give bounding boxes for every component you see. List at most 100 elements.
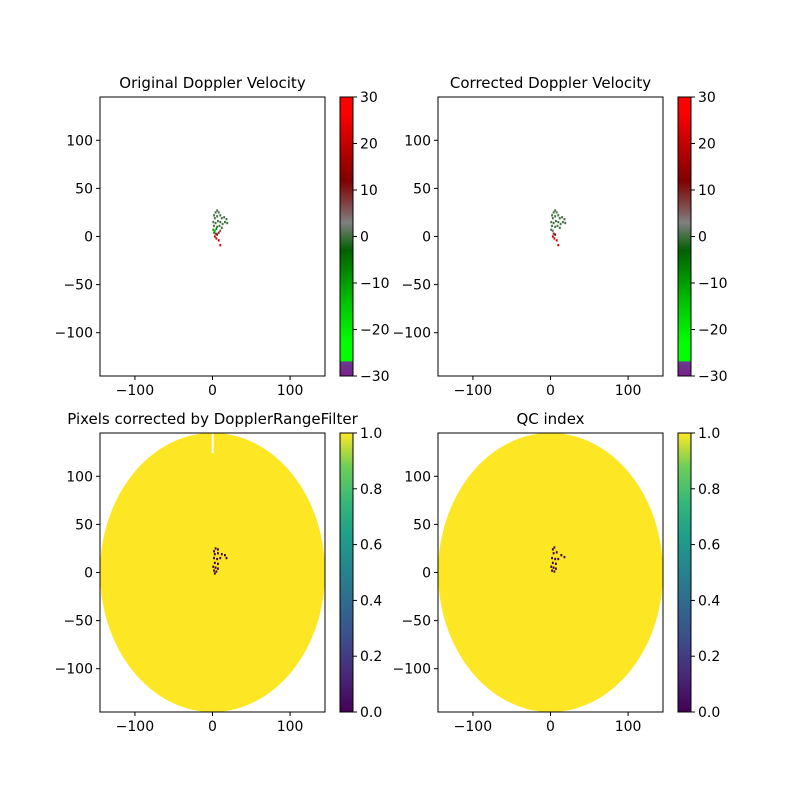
data-cell — [217, 548, 219, 551]
data-cell — [217, 231, 220, 234]
colorbar-tick-label: 20 — [360, 137, 378, 153]
data-cell — [551, 556, 553, 560]
data-cell — [223, 220, 226, 224]
data-cell — [220, 226, 223, 229]
colorbar-tick-label: 0.4 — [698, 593, 720, 609]
y-tick-label: 50 — [75, 517, 93, 533]
data-cell — [223, 216, 226, 219]
subplot-4: QC index −100 0 100 −100 −50 0 50 100 1.0 0.8 0.6 0.… — [393, 410, 721, 735]
y-tick-label: 50 — [413, 181, 431, 197]
y-tick-label: 100 — [66, 133, 93, 149]
colorbar-tick-label: 0.8 — [698, 482, 720, 498]
data-cell — [217, 567, 219, 570]
data-cell — [212, 228, 215, 231]
data-cell — [557, 244, 560, 247]
colorbar-tick-label: 1.0 — [360, 426, 382, 442]
colorbar-tick-label: 10 — [698, 183, 716, 199]
y-tick-label: −50 — [63, 614, 93, 630]
colorbar-tick-label: −10 — [698, 276, 728, 292]
x-tick-label: 0 — [546, 719, 555, 735]
y-tick-label: 0 — [422, 230, 431, 246]
subplot-title: Original Doppler Velocity — [119, 74, 306, 92]
data-cell — [214, 547, 217, 550]
colorbar-tick-label: −30 — [360, 369, 390, 385]
data-cell — [555, 211, 558, 214]
y-tick-label: −50 — [401, 614, 431, 630]
qc-disk — [438, 433, 663, 712]
data-cell — [557, 557, 560, 561]
data-cell — [213, 217, 216, 220]
data-cell — [555, 239, 558, 242]
data-cell — [212, 565, 215, 568]
data-cell — [219, 214, 222, 217]
data-cell — [563, 218, 566, 221]
data-cell — [217, 562, 219, 565]
data-cell — [213, 224, 215, 228]
colorbar-gradient — [678, 433, 691, 712]
x-tick-label: 100 — [277, 383, 304, 399]
y-tick-label: −100 — [55, 326, 93, 342]
data-cell — [553, 546, 556, 549]
x-tick-label: 0 — [546, 383, 555, 399]
x-tick-label: −100 — [454, 383, 492, 399]
data-cell — [216, 557, 219, 561]
colorbar-tick-label: 0.6 — [360, 538, 382, 554]
data-cell — [555, 551, 558, 554]
colorbar-tick-label: 30 — [698, 90, 716, 106]
x-tick-label: 100 — [277, 719, 304, 735]
x-tick-label: 0 — [208, 383, 217, 399]
data-cell — [217, 219, 219, 223]
colorbar-tick-label: 0.4 — [360, 593, 382, 609]
data-cell — [213, 214, 215, 217]
data-cell — [552, 552, 555, 555]
data-cell — [214, 566, 217, 569]
colorbar: 1.0 0.8 0.6 0.4 0.2 0.0 — [339, 426, 382, 721]
data-cell — [217, 211, 220, 214]
y-tick-label: −50 — [63, 278, 93, 294]
y-tick-label: 100 — [66, 469, 93, 485]
data-cell — [558, 226, 561, 229]
data-cell — [554, 215, 557, 218]
axes-frame — [437, 96, 664, 377]
y-tick-label: 0 — [422, 566, 431, 582]
data-cell — [557, 220, 560, 224]
colorbar-tick-label: −20 — [698, 323, 728, 339]
data-cell — [214, 221, 217, 225]
y-tick-label: −100 — [55, 662, 93, 678]
data-cell — [564, 221, 567, 225]
qc-disk — [100, 433, 325, 712]
subplot-1: Original Doppler Velocity−100 0 100−100−50… — [55, 74, 390, 399]
colorbar-tick-label: 1.0 — [698, 426, 720, 442]
data-cell — [213, 556, 215, 560]
data-cell — [215, 570, 218, 573]
colorbar: 30 20 10 0 −10 −20 −30 — [677, 90, 728, 385]
data-cell — [560, 554, 563, 557]
data-cell — [212, 220, 215, 224]
data-cell — [552, 566, 555, 569]
data-cell — [552, 211, 555, 214]
data-cell — [551, 229, 554, 232]
colorbar-frame — [339, 432, 354, 713]
colorbar-tick-label: 0.6 — [698, 538, 720, 554]
x-tick-label: −100 — [454, 719, 492, 735]
data-cell — [213, 229, 216, 232]
data-cell — [225, 218, 228, 221]
data-cell — [214, 232, 217, 235]
data-cell — [551, 561, 554, 565]
y-tick-label: −50 — [401, 278, 431, 294]
disk-gap — [211, 433, 214, 454]
data-cell — [551, 214, 553, 217]
data-cell — [213, 561, 216, 565]
data-cell — [561, 216, 564, 219]
plot-area — [100, 433, 325, 712]
colorbar-gradient — [678, 97, 691, 376]
data-cell — [552, 232, 555, 235]
data-cell — [558, 217, 561, 220]
data-cell — [217, 552, 219, 555]
data-cell — [551, 548, 554, 551]
colorbar-tick-label: 0.2 — [360, 649, 382, 665]
plot-area — [438, 433, 663, 712]
data-cell — [555, 562, 557, 565]
data-cell — [217, 239, 220, 242]
x-tick-label: −100 — [116, 719, 154, 735]
